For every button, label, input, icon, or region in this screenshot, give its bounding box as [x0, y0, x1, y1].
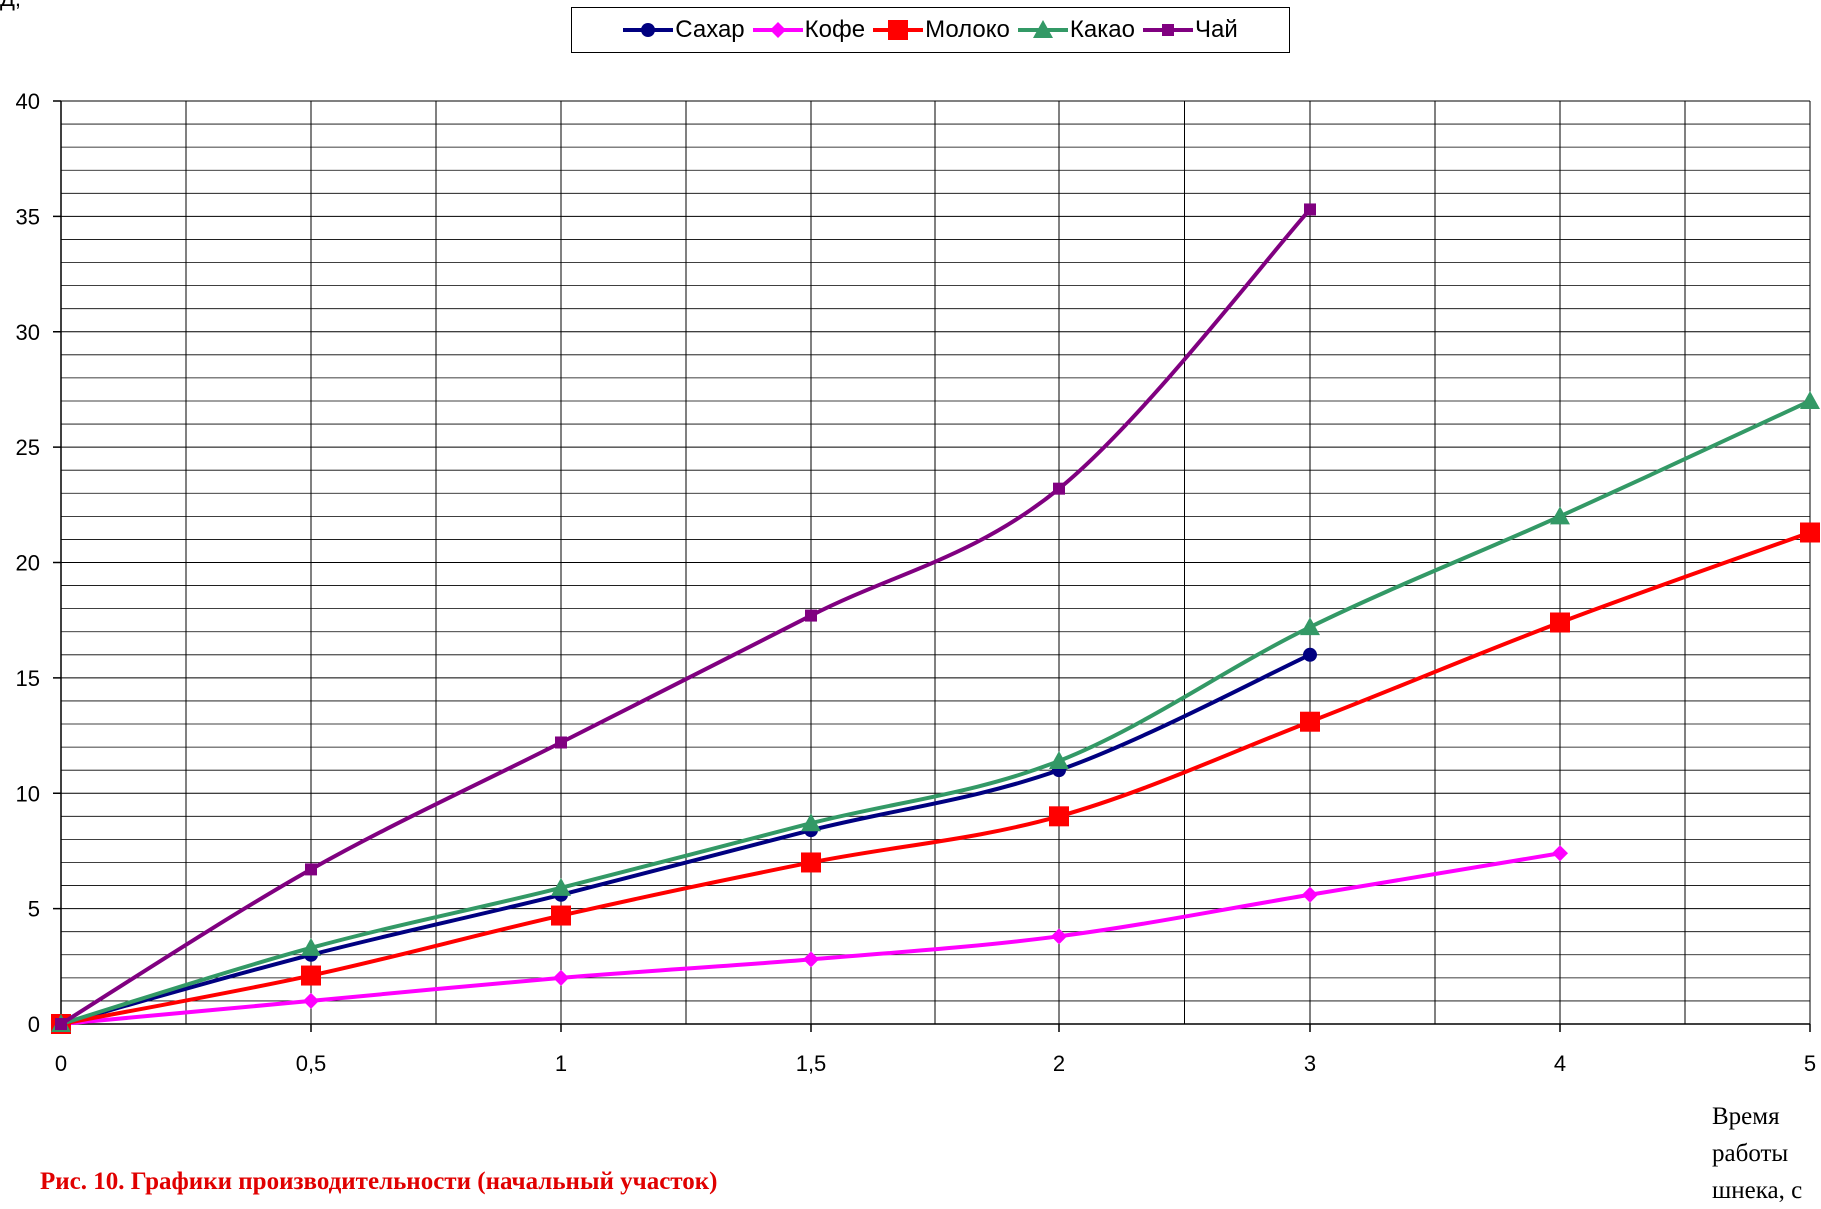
y-tick-label: 30 — [16, 320, 40, 345]
x-tick-label: 0,5 — [296, 1051, 327, 1076]
tick-labels: 0 5 10 15 20 25 30 35 40 0 0,5 1 1,5 2 3 4 5 — [16, 89, 1817, 1076]
legend-marker-shape — [888, 20, 909, 40]
y-tick-label: 15 — [16, 666, 40, 691]
legend-item: Сахар — [623, 16, 745, 44]
data-point — [1051, 928, 1067, 945]
legend-swatch — [1017, 20, 1068, 38]
x-tick-label: 4 — [1554, 1051, 1566, 1076]
legend-marker-shape — [1161, 24, 1174, 36]
legend-label: Кофе — [804, 16, 866, 43]
y-axis-label: Д, — [0, 0, 21, 12]
data-point — [805, 609, 817, 622]
x-axis-label-line-3: шнека, с — [1712, 1177, 1803, 1204]
legend-swatch — [623, 23, 674, 37]
legend-item: Чай — [1142, 16, 1238, 44]
data-point — [555, 736, 567, 749]
data-point — [801, 852, 821, 873]
series-lines — [51, 203, 1820, 1034]
data-point — [1303, 647, 1317, 662]
data-point — [803, 951, 819, 968]
data-point — [301, 965, 321, 986]
x-tick-label: 0 — [55, 1051, 67, 1076]
data-point — [1049, 806, 1069, 827]
x-axis-label-line-2: работы — [1712, 1140, 1789, 1167]
y-tick-label: 25 — [16, 435, 40, 460]
x-axis-label: Время работы шнека, с — [1712, 1098, 1802, 1209]
y-tick-label: 5 — [28, 897, 40, 922]
legend-swatch — [1142, 24, 1193, 36]
x-tick-label: 2 — [1053, 1051, 1065, 1076]
legend-label: Сахар — [675, 16, 745, 43]
legend: Сахар Кофе Молоко Какао Чай — [571, 7, 1290, 53]
x-tick-label: 3 — [1304, 1051, 1316, 1076]
grid — [60, 100, 1811, 1025]
series-line — [59, 207, 1312, 1026]
y-tick-label: 20 — [16, 551, 40, 576]
legend-label: Какао — [1069, 16, 1135, 43]
axes — [53, 100, 1811, 1032]
data-point — [1304, 203, 1316, 216]
data-point — [1300, 711, 1320, 732]
x-axis-label-line-1: Время — [1712, 1103, 1780, 1130]
data-point — [305, 863, 317, 876]
legend-label: Молоко — [925, 16, 1010, 43]
data-point — [1552, 845, 1568, 862]
series-line — [59, 652, 1312, 1026]
legend-marker-shape — [641, 23, 656, 37]
series-3 — [51, 390, 1820, 1032]
y-tick-label: 40 — [16, 89, 40, 114]
legend-item: Какао — [1017, 16, 1135, 44]
legend-label: Чай — [1194, 16, 1238, 43]
data-point — [1053, 482, 1065, 495]
y-tick-label: 35 — [16, 204, 40, 229]
data-point — [1800, 390, 1820, 409]
legend-swatch — [873, 20, 924, 40]
data-point — [1550, 612, 1570, 633]
data-point — [551, 877, 571, 896]
series-4 — [55, 203, 1316, 1030]
data-point — [1300, 617, 1320, 636]
x-tick-label: 1,5 — [796, 1051, 827, 1076]
series-line — [59, 530, 1812, 1026]
y-tick-label: 10 — [16, 781, 40, 806]
data-point — [801, 813, 821, 832]
data-point — [551, 905, 571, 926]
data-point — [1049, 750, 1069, 769]
legend-marker-shape — [1032, 20, 1053, 38]
series-line — [59, 398, 1812, 1026]
data-point — [55, 1018, 67, 1030]
x-tick-label: 5 — [1804, 1051, 1816, 1076]
data-point — [1800, 522, 1820, 543]
figure-caption: Рис. 10. Графики производительности (нач… — [40, 1168, 718, 1195]
data-point — [1550, 506, 1570, 525]
legend-swatch — [752, 22, 803, 38]
y-tick-label: 0 — [28, 1012, 40, 1037]
x-tick-label: 1 — [555, 1051, 567, 1076]
data-point — [301, 937, 321, 956]
legend-item: Кофе — [752, 16, 866, 44]
data-point — [1302, 886, 1318, 903]
data-point — [303, 992, 319, 1009]
legend-item: Молоко — [873, 16, 1010, 44]
legend-marker-shape — [769, 22, 786, 38]
data-point — [553, 969, 569, 986]
